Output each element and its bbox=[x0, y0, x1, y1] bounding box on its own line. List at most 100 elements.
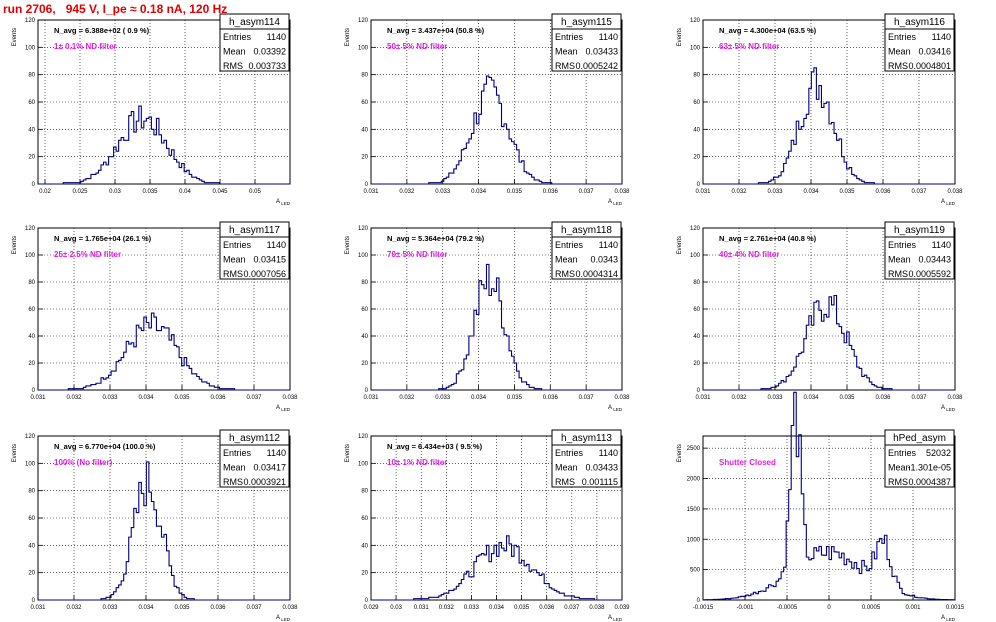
x-tick-label: 0.001 bbox=[905, 605, 921, 611]
x-tick-label: 0.036 bbox=[543, 189, 559, 195]
stats-label: Mean bbox=[888, 47, 911, 57]
y-tick-label: 0 bbox=[365, 182, 369, 188]
stats-box bbox=[551, 13, 622, 72]
y-tick-label: 20 bbox=[28, 155, 35, 161]
stats-box bbox=[884, 13, 955, 72]
y-axis-title: Events bbox=[345, 444, 351, 462]
histogram-panel-h_asym118: 0.031 0.032 0.033 0.034 0.035 0.036 0.037 0.038… bbox=[345, 221, 630, 412]
x-tick-label: 0.0015 bbox=[946, 605, 965, 611]
stats-label: RMS bbox=[223, 477, 243, 487]
navg-label: N_avg = 5.364e+04 (79.2 %) bbox=[387, 234, 485, 243]
stats-value: 0.0005592 bbox=[908, 269, 951, 279]
y-tick-label: 100 bbox=[690, 253, 701, 259]
y-axis-title: Events bbox=[345, 236, 351, 254]
stats-label: Mean bbox=[555, 463, 578, 473]
stats-value: 0.0003921 bbox=[243, 477, 286, 487]
y-tick-label: 120 bbox=[358, 18, 369, 24]
y-tick-label: 100 bbox=[358, 253, 369, 259]
y-tick-label: 40 bbox=[361, 334, 368, 340]
x-tick-label: 0.036 bbox=[210, 605, 226, 611]
x-tick-label: 0.033 bbox=[435, 395, 451, 401]
stats-label: RMS bbox=[555, 269, 575, 279]
y-axis-title: Events bbox=[677, 236, 683, 254]
y-tick-label: 60 bbox=[361, 307, 368, 313]
stats-box bbox=[551, 221, 622, 280]
x-tick-label: -0.0005 bbox=[777, 605, 798, 611]
stats-label: Entries bbox=[223, 240, 252, 250]
y-axis-title: Events bbox=[345, 28, 351, 46]
x-tick-label: 0.031 bbox=[30, 605, 46, 611]
stats-title: h_asym114 bbox=[229, 17, 280, 28]
y-tick-label: 120 bbox=[690, 18, 701, 24]
stats-label: RMS bbox=[223, 61, 243, 71]
stats-label: Entries bbox=[223, 32, 252, 42]
filter-note: 63± 5% ND filter bbox=[719, 42, 779, 51]
stats-label: Entries bbox=[555, 448, 584, 458]
y-tick-label: 80 bbox=[693, 73, 700, 79]
stats-box bbox=[551, 429, 622, 488]
x-tick-label: 0.038 bbox=[947, 189, 963, 195]
x-axis-title: A LED bbox=[608, 405, 623, 412]
x-tick-label: 0.031 bbox=[695, 189, 711, 195]
y-tick-label: 0 bbox=[365, 388, 369, 394]
filter-note: 1± 0.1% ND filter bbox=[54, 42, 117, 51]
x-axis-title: A LED bbox=[276, 615, 291, 622]
y-axis-title: Events bbox=[12, 236, 18, 254]
x-tick-label: 0.032 bbox=[731, 189, 747, 195]
y-tick-label: 120 bbox=[358, 226, 369, 232]
stats-box bbox=[219, 429, 290, 488]
x-tick-label: 0.037 bbox=[911, 189, 927, 195]
y-tick-label: 100 bbox=[690, 45, 701, 51]
histogram-panel-h_asym119: 0.031 0.032 0.033 0.034 0.035 0.036 0.037 0.038… bbox=[677, 221, 963, 412]
stats-label: Mean bbox=[555, 47, 578, 57]
y-tick-label: 1000 bbox=[687, 537, 701, 543]
filter-note: 10± 1% ND filter bbox=[387, 458, 447, 467]
x-tick-label: 0.04 bbox=[179, 189, 191, 195]
histogram-panel-h_asym113: 0.029 0.03 0.031 0.032 0.033 0.034 0.035 0.036 0… bbox=[345, 429, 630, 622]
x-tick-label: 0.031 bbox=[414, 605, 430, 611]
x-tick-label: 0.033 bbox=[767, 395, 783, 401]
histogram-line-h_asym113 bbox=[371, 535, 622, 601]
stats-title: h_asym118 bbox=[561, 225, 612, 236]
y-tick-label: 40 bbox=[361, 127, 368, 133]
x-tick-label: -0.001 bbox=[736, 605, 754, 611]
stats-value: 1140 bbox=[932, 32, 951, 42]
y-tick-label: 100 bbox=[358, 461, 369, 467]
x-axis-title: A LED bbox=[608, 615, 623, 622]
y-tick-label: 20 bbox=[361, 155, 368, 161]
x-tick-label: 0.034 bbox=[471, 189, 487, 195]
stats-value: 0.003733 bbox=[248, 61, 286, 71]
y-tick-label: 80 bbox=[28, 280, 35, 286]
page-title: run 2706, 945 V, I_pe ≈ 0.18 nA, 120 Hz bbox=[3, 2, 228, 16]
x-tick-label: 0.036 bbox=[539, 605, 555, 611]
y-tick-label: 100 bbox=[25, 253, 36, 259]
y-tick-label: 2500 bbox=[687, 446, 701, 452]
y-tick-label: 0 bbox=[697, 388, 701, 394]
x-axis-title: A LED bbox=[941, 405, 956, 412]
stats-label: Mean bbox=[223, 463, 246, 473]
y-tick-label: 0 bbox=[32, 182, 36, 188]
y-tick-label: 20 bbox=[693, 361, 700, 367]
x-tick-label: 0.031 bbox=[363, 395, 379, 401]
y-tick-label: 80 bbox=[361, 73, 368, 79]
x-tick-label: 0.038 bbox=[614, 189, 630, 195]
y-tick-label: 120 bbox=[358, 434, 369, 440]
x-axis-title: A LED bbox=[941, 199, 956, 206]
x-tick-label: 0.032 bbox=[439, 605, 455, 611]
x-tick-label: 0.037 bbox=[579, 189, 595, 195]
stats-label: Mean bbox=[888, 255, 911, 265]
x-tick-label: 0.032 bbox=[66, 605, 82, 611]
x-tick-label: 0.034 bbox=[803, 395, 819, 401]
y-tick-label: 120 bbox=[690, 226, 701, 232]
stats-label: RMS bbox=[223, 269, 243, 279]
histogram-panel-h_asym114: 0.02 0.025 0.03 0.035 0.04 0.045 0.05 0 20 40 60 80… bbox=[12, 13, 291, 206]
navg-label: N_avg = 2.761e+04 (40.8 %) bbox=[719, 234, 817, 243]
x-tick-label: 0.038 bbox=[282, 395, 298, 401]
x-tick-label: 0.02 bbox=[39, 189, 51, 195]
x-tick-label: 0.036 bbox=[210, 395, 226, 401]
x-tick-label: 0.03 bbox=[390, 605, 402, 611]
stats-box bbox=[219, 13, 290, 72]
y-tick-label: 0 bbox=[365, 598, 369, 604]
x-tick-label: 0.033 bbox=[102, 395, 118, 401]
